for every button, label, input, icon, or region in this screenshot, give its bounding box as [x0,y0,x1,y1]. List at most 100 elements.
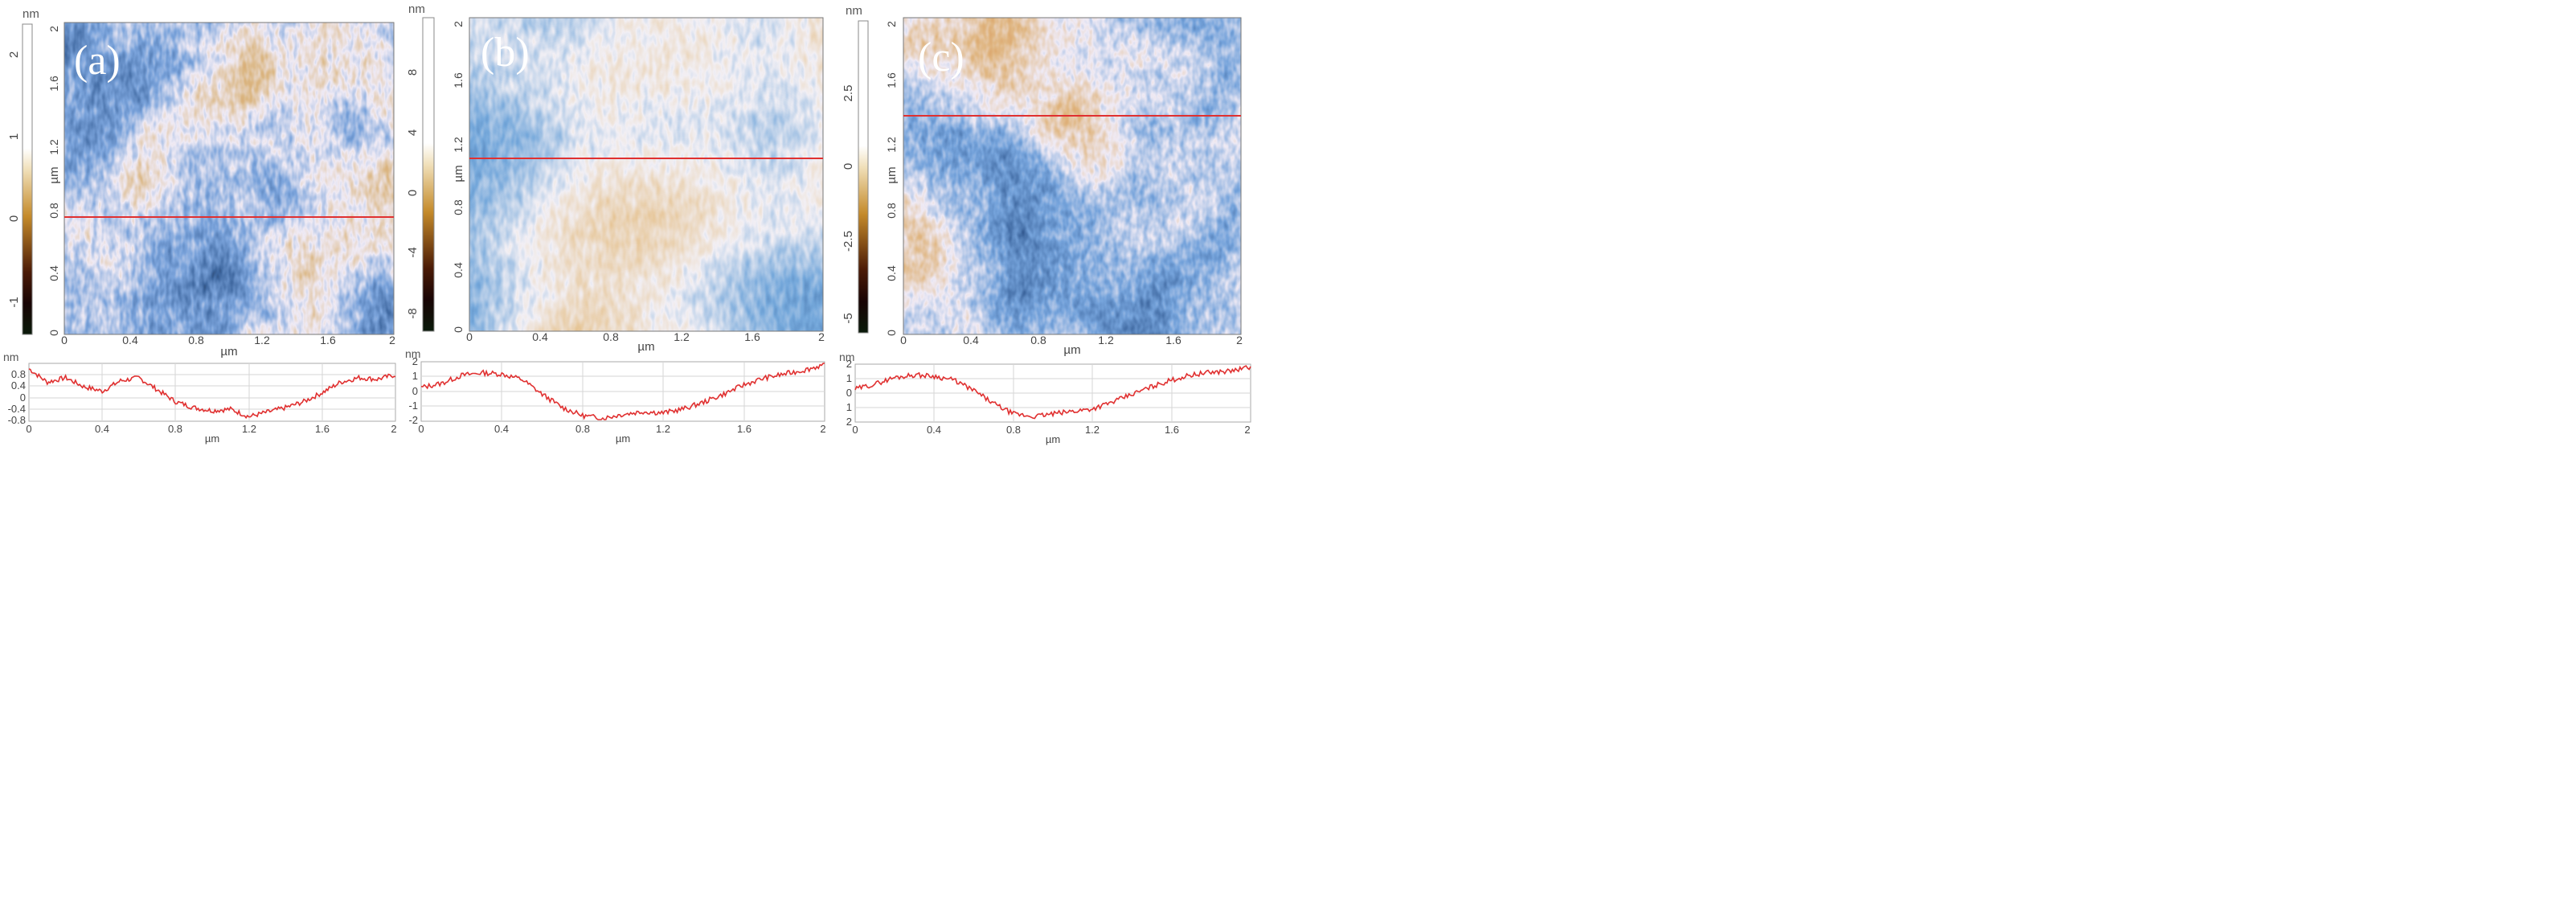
colorbar-tick: 2.5 [842,85,855,102]
profile-y-tick: -0.4 [8,403,26,415]
profile-x-tick: 2 [391,423,396,435]
x-tick: 0 [61,334,68,346]
profile-y-tick: 0.8 [11,368,26,380]
x-tick: 1.2 [254,334,270,346]
profile-x-tick: 1.2 [1085,424,1100,436]
y-tick: 0.4 [885,265,898,281]
x-tick: 0.8 [603,330,619,343]
y-axis-label: µm [47,166,61,183]
colorbar-tick: -5 [842,313,855,323]
profile-x-tick: 0.8 [1006,424,1021,436]
panel-b: nm 8 4 0 -4 -8 (b) µm 2 1.6 1.2 0.8 0.4 … [405,2,826,445]
image-frame [63,22,395,335]
profile-x-tick: 0.4 [494,423,509,435]
x-tick: 0.8 [1030,334,1046,346]
x-tick: 0 [466,330,473,343]
y-tick: 1.6 [885,72,898,88]
x-tick: 1.6 [320,334,336,346]
profile-y-tick: -0.8 [8,414,26,426]
profile-y-tick: 1 [412,370,418,382]
panel-label: (b) [481,30,530,76]
y-tick: 0 [452,326,465,333]
x-tick: 0.8 [188,334,204,346]
colorbar-tick: 4 [406,129,420,136]
colorbar-tick: -2.5 [842,231,855,252]
profile-x-tick: 0.4 [927,424,941,436]
y-tick: 1.2 [885,137,898,153]
height-profile-line [28,368,396,420]
profile-y-tick: 0 [20,391,26,404]
colorbar-tick: 0 [7,215,21,222]
profile-y-tick: 0 [846,387,852,399]
x-tick: 0 [900,334,907,346]
profile-x-label: µm [205,432,219,445]
colorbar [858,20,869,334]
height-profile-line [854,365,1251,420]
colorbar-tick: -1 [7,297,21,307]
y-tick: 2 [47,26,60,32]
y-tick: 0.8 [452,199,465,215]
colorbar [22,23,33,335]
profile-grid [421,362,825,421]
profile-y-tick: 1 [846,372,852,384]
x-axis-label: µm [1063,343,1080,357]
colorbar-unit: nm [408,2,425,16]
y-tick: 0.8 [47,203,60,219]
colorbar-tick: -4 [406,247,420,257]
image-frame [469,17,824,332]
x-tick: 0.4 [532,330,548,343]
y-tick: 1.2 [452,137,465,153]
profile-y-tick: -2 [408,414,418,426]
x-tick: 1.6 [1165,334,1182,346]
y-tick: 0 [47,330,60,336]
profile-grid [855,364,1251,422]
x-tick: 0.4 [963,334,979,346]
profile-unit: nm [839,350,854,363]
colorbar-unit: nm [23,7,39,21]
colorbar-tick: 0 [406,190,420,196]
profile-y-tick: -1 [408,400,418,412]
afm-image [469,18,823,331]
y-tick: 0.8 [885,203,898,219]
profile-x-tick: 0.8 [168,423,182,435]
x-tick: 1.2 [674,330,690,343]
x-axis-label: µm [637,340,654,354]
colorbar-tick: 2 [7,51,21,58]
profile-x-tick: 0.4 [95,423,109,435]
x-tick: 1.2 [1098,334,1114,346]
y-tick: 2 [452,21,465,27]
profile-x-label: µm [1046,433,1060,445]
y-tick: 0.4 [47,265,60,281]
x-tick: 1.6 [744,330,760,343]
profile-x-tick: 0 [852,424,858,436]
profile-x-tick: 1.6 [315,423,330,435]
profile-x-tick: 2 [820,423,825,435]
y-tick: 2 [885,21,898,27]
colorbar-tick: 0 [842,163,855,170]
colorbar-tick: 1 [7,133,21,140]
profile-y-tick: 2 [846,416,852,428]
y-tick: 1.6 [47,76,60,92]
y-tick: 1.6 [452,72,465,88]
y-axis-label: µm [452,165,465,182]
profile-x-tick: 0.8 [575,423,590,435]
profile-y-tick: 0 [412,385,418,397]
afm-image [64,23,394,334]
x-tick: 2 [389,334,395,346]
colorbar [422,17,435,332]
profile-x-tick: 1.2 [656,423,670,435]
panel-label: (a) [74,38,121,84]
profile-x-tick: 1.6 [1165,424,1179,436]
x-tick: 2 [818,330,825,343]
profile-frame [28,363,396,422]
x-axis-label: µm [220,345,237,359]
profile-x-tick: 0 [26,423,31,435]
y-tick: 1.2 [47,139,60,155]
profile-unit: nm [405,347,420,360]
profile-x-tick: 0 [418,423,424,435]
profile-y-tick: 0.4 [11,379,26,391]
y-tick: 0 [885,330,898,336]
colorbar-tick: 8 [406,69,420,76]
profile-grid [29,363,395,421]
profile-x-tick: 1.6 [737,423,752,435]
